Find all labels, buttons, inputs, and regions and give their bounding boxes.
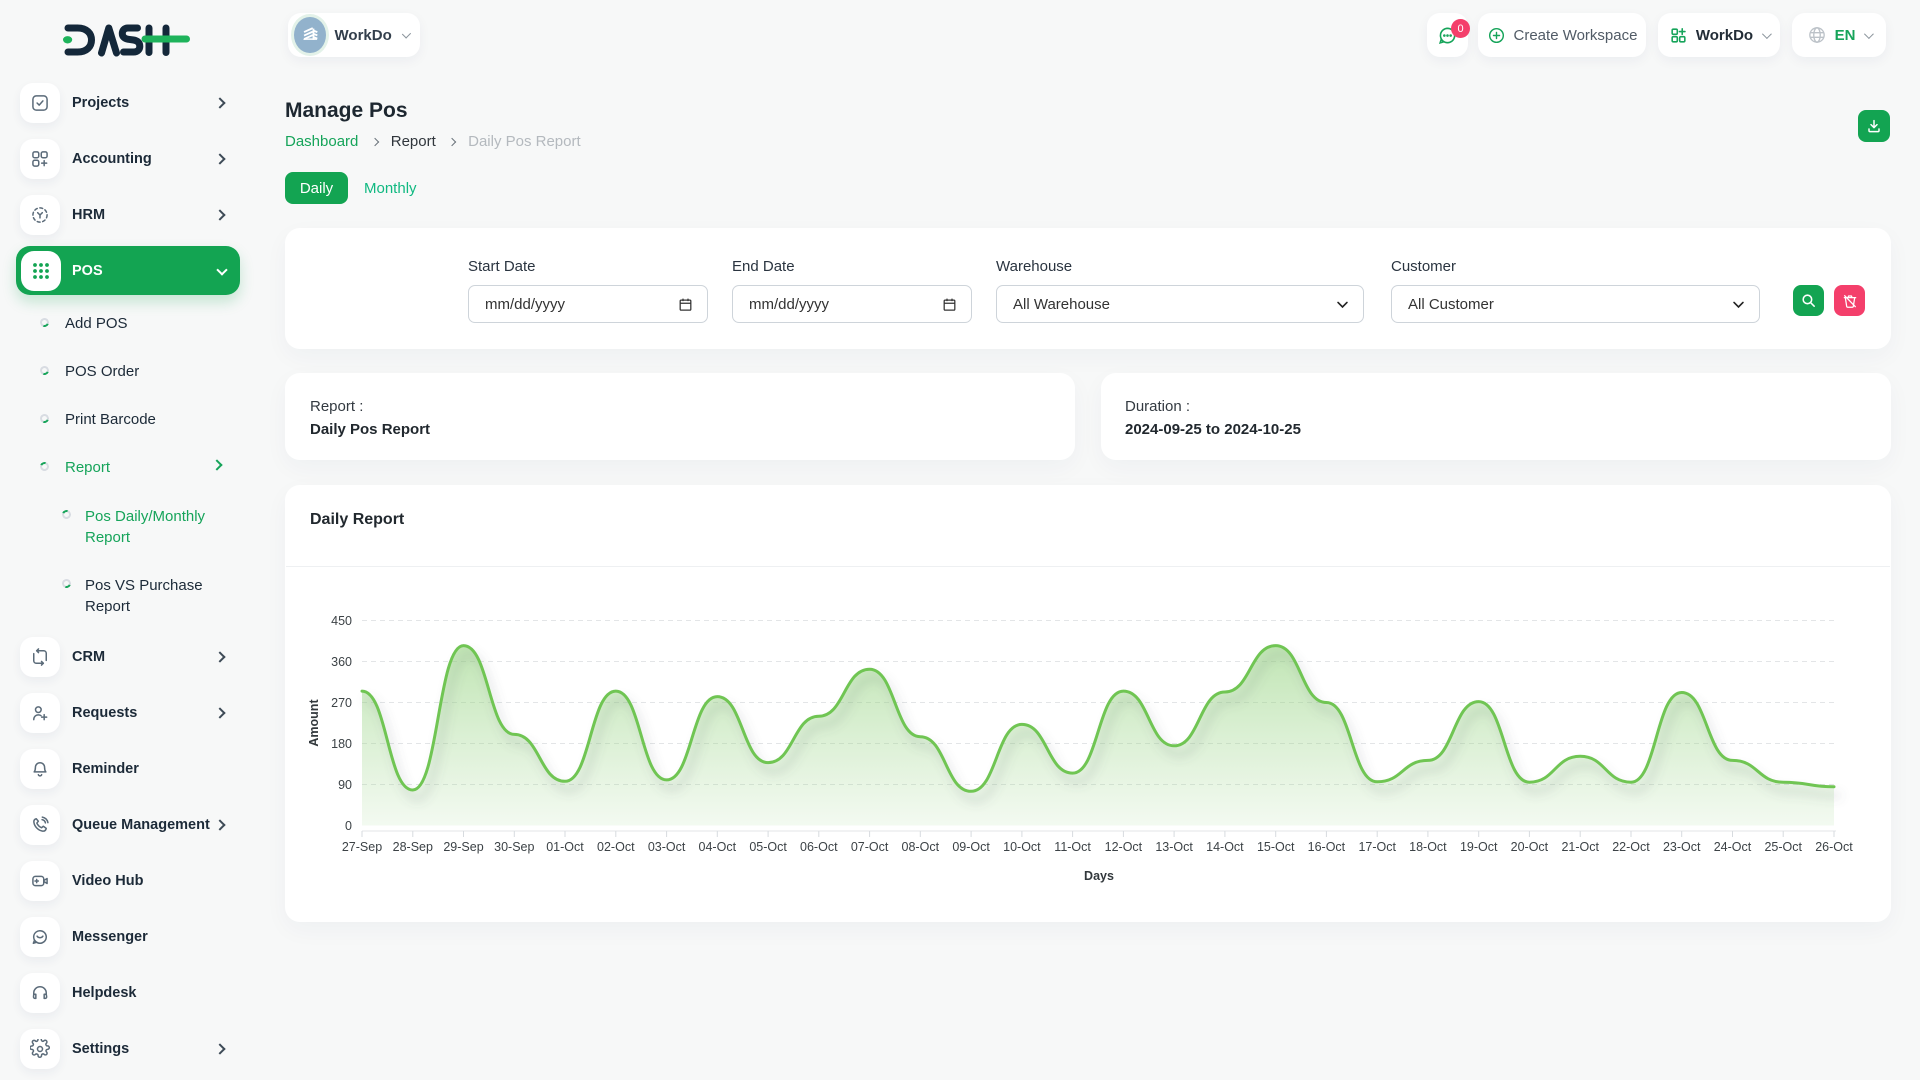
svg-text:04-Oct: 04-Oct bbox=[699, 840, 737, 854]
svg-text:90: 90 bbox=[338, 778, 352, 792]
svg-text:17-Oct: 17-Oct bbox=[1358, 840, 1396, 854]
svg-text:20-Oct: 20-Oct bbox=[1511, 840, 1549, 854]
svg-text:10-Oct: 10-Oct bbox=[1003, 840, 1041, 854]
svg-text:29-Sep: 29-Sep bbox=[443, 840, 483, 854]
svg-text:02-Oct: 02-Oct bbox=[597, 840, 635, 854]
svg-text:22-Oct: 22-Oct bbox=[1612, 840, 1650, 854]
svg-text:01-Oct: 01-Oct bbox=[546, 840, 584, 854]
svg-text:Amount: Amount bbox=[307, 699, 321, 747]
svg-text:21-Oct: 21-Oct bbox=[1561, 840, 1599, 854]
svg-text:07-Oct: 07-Oct bbox=[851, 840, 889, 854]
svg-text:26-Oct: 26-Oct bbox=[1815, 840, 1853, 854]
svg-text:08-Oct: 08-Oct bbox=[902, 840, 940, 854]
svg-text:05-Oct: 05-Oct bbox=[749, 840, 787, 854]
svg-text:Days: Days bbox=[1084, 869, 1114, 883]
svg-text:11-Oct: 11-Oct bbox=[1054, 840, 1091, 854]
svg-text:03-Oct: 03-Oct bbox=[648, 840, 686, 854]
svg-text:12-Oct: 12-Oct bbox=[1105, 840, 1143, 854]
svg-text:18-Oct: 18-Oct bbox=[1409, 840, 1447, 854]
svg-text:13-Oct: 13-Oct bbox=[1155, 840, 1193, 854]
svg-text:270: 270 bbox=[331, 696, 352, 710]
svg-text:16-Oct: 16-Oct bbox=[1308, 840, 1346, 854]
svg-text:15-Oct: 15-Oct bbox=[1257, 840, 1295, 854]
svg-text:19-Oct: 19-Oct bbox=[1460, 840, 1498, 854]
svg-text:27-Sep: 27-Sep bbox=[342, 840, 382, 854]
svg-text:180: 180 bbox=[331, 737, 352, 751]
svg-text:25-Oct: 25-Oct bbox=[1764, 840, 1802, 854]
svg-text:24-Oct: 24-Oct bbox=[1714, 840, 1752, 854]
svg-text:06-Oct: 06-Oct bbox=[800, 840, 838, 854]
svg-text:30-Sep: 30-Sep bbox=[494, 840, 534, 854]
svg-text:0: 0 bbox=[345, 819, 352, 833]
svg-text:09-Oct: 09-Oct bbox=[952, 840, 990, 854]
svg-text:28-Sep: 28-Sep bbox=[393, 840, 433, 854]
svg-text:23-Oct: 23-Oct bbox=[1663, 840, 1701, 854]
svg-text:450: 450 bbox=[331, 614, 352, 628]
svg-text:360: 360 bbox=[331, 655, 352, 669]
svg-text:14-Oct: 14-Oct bbox=[1206, 840, 1244, 854]
